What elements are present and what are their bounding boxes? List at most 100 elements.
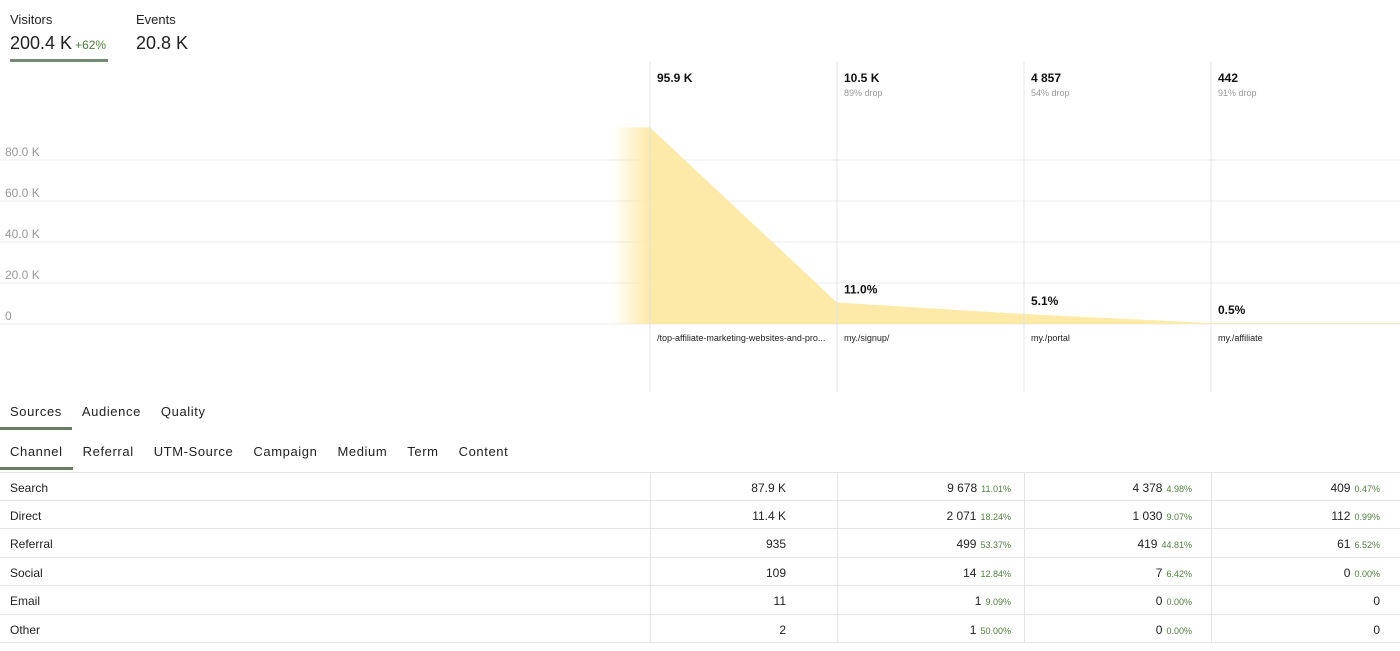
table-row[interactable]: Direct 11.4 K 2 071 18.24% 1 030 9.07% 112 0.99… <box>0 500 1400 529</box>
step-3-cell: 7 6.42% <box>1024 557 1211 585</box>
step-2-cell: 1 9.09% <box>837 586 1024 614</box>
step-4-cell: 61 6.52% <box>1211 529 1400 557</box>
cell-value: 1 9.09% <box>975 594 1011 608</box>
cell-count: 61 <box>1337 537 1351 551</box>
step-conversion-pct: 11.0% <box>844 282 878 296</box>
visitors-delta: +62% <box>75 38 107 52</box>
step-conversion-pct: 0.5% <box>1218 303 1246 317</box>
step-3-cell: 1 030 9.07% <box>1024 500 1211 528</box>
step-drop: 54% drop <box>1031 88 1070 98</box>
cell-value: 112 0.99% <box>1331 509 1380 523</box>
step-2-cell: 1 50.00% <box>837 614 1024 642</box>
cell-count: 7 <box>1155 565 1163 580</box>
subtab-term[interactable]: Term <box>407 444 439 459</box>
cell-count: 1 <box>969 622 977 637</box>
cell-value: 0 0.00% <box>1156 594 1192 608</box>
table-row[interactable]: Referral 935 499 53.37% 419 44.81% 61 6.52% <box>0 529 1400 558</box>
table-row[interactable]: Search 87.9 K 9 678 11.01% 4 378 4.98% 409 0.47… <box>0 472 1400 501</box>
subtab-channel[interactable]: Channel <box>0 444 73 470</box>
subtab-utm-source[interactable]: UTM-Source <box>153 444 234 459</box>
step-4-cell: 0 0.00% <box>1211 557 1400 585</box>
step-4-cell: 112 0.99% <box>1211 500 1400 528</box>
step-3-cell: 0 0.00% <box>1024 614 1211 642</box>
step-2-cell: 9 678 11.01% <box>837 473 1024 500</box>
cell-count: 2 071 <box>946 508 977 523</box>
subtab-referral[interactable]: Referral <box>82 444 134 459</box>
step-1-cell: 11 <box>650 586 837 614</box>
cell-count: 14 <box>963 565 977 580</box>
step-1-cell: 87.9 K <box>650 473 837 500</box>
cell-value: 935 <box>766 537 786 551</box>
visitors-count: 200.4 K <box>10 33 73 53</box>
cell-count: 1 <box>974 594 982 608</box>
tab-sources[interactable]: Sources <box>0 404 72 430</box>
step-1-cell: 11.4 K <box>650 500 837 528</box>
cell-percent: 18.24% <box>980 511 1011 522</box>
channel-table: Search 87.9 K 9 678 11.01% 4 378 4.98% 409 0.47… <box>0 472 1400 643</box>
cell-value: 11 <box>774 594 786 608</box>
cell-count: 0 <box>1373 622 1380 637</box>
cell-count: 0 <box>1155 594 1163 608</box>
visitors-value: 200.4 K +62% <box>10 33 108 54</box>
tab-audience[interactable]: Audience <box>81 404 141 419</box>
cell-percent: 0.00% <box>1354 568 1380 579</box>
cell-value: 87.9 K <box>751 481 786 495</box>
tab-quality[interactable]: Quality <box>160 404 206 419</box>
cell-count: 935 <box>765 537 786 551</box>
cell-percent: 0.00% <box>1166 625 1192 636</box>
cell-percent: 9.07% <box>1166 511 1192 522</box>
channel-name: Email <box>10 594 41 608</box>
cell-value: 2 <box>779 623 786 637</box>
cell-value: 2 071 18.24% <box>946 509 1011 523</box>
step-1-cell: 109 <box>650 557 837 585</box>
table-row[interactable]: Social 109 14 12.84% 7 6.42% 0 0.00% <box>0 557 1400 586</box>
step-4-cell: 409 0.47% <box>1211 473 1400 500</box>
cell-count: 0 <box>1343 565 1351 580</box>
visitors-label: Visitors <box>10 12 53 27</box>
y-tick-label: 20.0 K <box>5 268 40 282</box>
step-3-cell: 0 0.00% <box>1024 586 1211 614</box>
visitors-metric-tab[interactable]: Visitors 200.4 K +62% <box>10 12 108 62</box>
step-conversion-pct: 5.1% <box>1031 294 1059 308</box>
subtab-campaign[interactable]: Campaign <box>253 444 318 459</box>
step-2-cell: 14 12.84% <box>837 557 1024 585</box>
subtab-content[interactable]: Content <box>458 444 509 459</box>
cell-count: 1 030 <box>1132 508 1163 523</box>
step-1-cell: 935 <box>650 529 837 557</box>
cell-value: 0 <box>1373 594 1380 608</box>
cell-value: 9 678 11.01% <box>947 481 1011 495</box>
cell-value: 1 030 9.07% <box>1132 509 1192 523</box>
cell-count: 0 <box>1373 594 1380 608</box>
cell-value: 11.4 K <box>752 509 786 523</box>
events-label: Events <box>136 12 176 27</box>
table-row[interactable]: Email 11 1 9.09% 0 0.00% 0 <box>0 586 1400 615</box>
cell-percent: 12.84% <box>980 568 1011 579</box>
cell-percent: 11.01% <box>981 484 1011 494</box>
channel-name: Social <box>10 565 43 580</box>
cell-value: 109 <box>766 566 786 580</box>
step-3-cell: 419 44.81% <box>1024 529 1211 557</box>
cell-percent: 0.99% <box>1354 511 1380 522</box>
cell-percent: 6.52% <box>1354 540 1380 550</box>
step-2-cell: 499 53.37% <box>837 529 1024 557</box>
cell-percent: 0.47% <box>1354 484 1380 494</box>
step-count: 10.5 K <box>844 71 880 85</box>
cell-value: 0 0.00% <box>1344 566 1380 580</box>
channel-tabs: Channel Referral UTM-Source Campaign Medium T… <box>0 444 518 470</box>
step-count: 95.9 K <box>657 71 693 85</box>
cell-count: 87.9 K <box>751 481 786 495</box>
step-1-cell: 2 <box>650 614 837 642</box>
cell-value: 1 50.00% <box>970 623 1011 637</box>
cell-value: 14 12.84% <box>963 566 1011 580</box>
cell-value: 419 44.81% <box>1137 537 1192 551</box>
step-page-path: /top-affiliate-marketing-websites-and-pr… <box>657 333 825 343</box>
subtab-medium[interactable]: Medium <box>337 444 388 459</box>
step-count: 442 <box>1218 71 1238 85</box>
cell-count: 11 <box>773 594 786 608</box>
step-4-cell: 0 <box>1211 586 1400 614</box>
events-metric-tab[interactable]: Events 20.8 K <box>136 12 188 54</box>
step-count: 4 857 <box>1031 71 1061 85</box>
cell-count: 109 <box>765 565 786 580</box>
table-row[interactable]: Other 2 1 50.00% 0 0.00% 0 <box>0 614 1400 643</box>
cell-percent: 0.00% <box>1166 597 1192 607</box>
